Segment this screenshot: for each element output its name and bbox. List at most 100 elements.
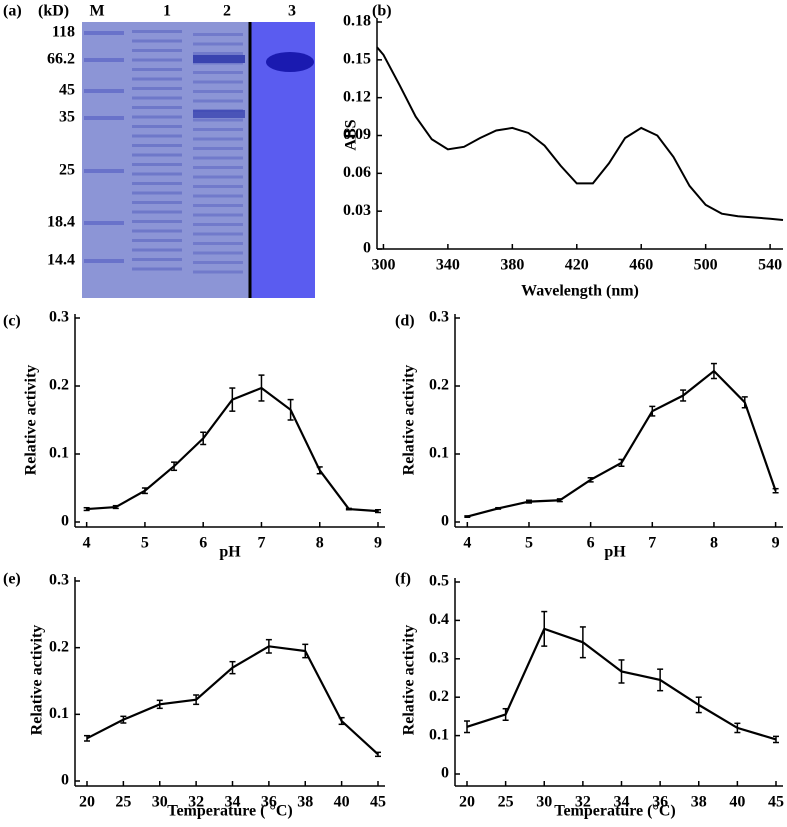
y-tick-label: 0.2 (429, 688, 449, 705)
gel-band (132, 163, 182, 166)
gel-band (132, 115, 182, 119)
gel-band (193, 52, 243, 55)
gel-band (132, 172, 182, 176)
y-tick-label: 0.1 (429, 726, 449, 743)
x-tick-label: 5 (141, 535, 149, 552)
y-tick-label: 0 (441, 765, 449, 782)
x-tick-label: 38 (691, 794, 707, 811)
y-axis-label: Relative activity (401, 625, 418, 736)
x-tick-label: 380 (500, 257, 524, 274)
panel-label: (e) (3, 571, 21, 588)
x-tick-label: 36 (261, 794, 277, 811)
marker-band (84, 169, 124, 173)
x-tick-label: 45 (370, 794, 386, 811)
gel-band (193, 223, 243, 226)
marker-label: 14.4 (47, 252, 75, 269)
panel-label: (d) (395, 313, 415, 330)
x-tick-label: 420 (565, 257, 589, 274)
x-tick-label: 34 (614, 794, 630, 811)
marker-label: 18.4 (47, 214, 75, 231)
x-tick-label: 7 (257, 535, 265, 552)
error-bar (680, 389, 687, 402)
gel-band (193, 185, 243, 188)
y-axis-label: Relative activity (29, 625, 46, 736)
gel-band (193, 42, 243, 46)
error-bar (229, 660, 236, 675)
gel-band (193, 261, 243, 264)
gel-band (193, 270, 243, 274)
x-tick-label: 30 (152, 794, 168, 811)
marker-label: 66.2 (47, 51, 75, 68)
error-bar (302, 643, 309, 659)
error-bar (741, 396, 748, 409)
error-bar (464, 720, 470, 734)
gel-band (132, 258, 182, 261)
y-tick-label: 0.3 (49, 309, 69, 326)
x-tick-label: 36 (652, 794, 668, 811)
panel-label: (f) (395, 571, 411, 588)
error-bar (112, 504, 119, 510)
unit-label: (kD) (38, 3, 69, 20)
error-bar (495, 506, 502, 510)
lane-label: 1 (163, 3, 171, 20)
x-tick-label: 8 (316, 535, 324, 552)
gel-band (193, 204, 243, 207)
y-tick-label: 0.06 (343, 164, 371, 181)
y-axis-label: ABS (343, 119, 360, 150)
x-tick-label: 540 (758, 257, 782, 274)
y-tick-label: 0 (441, 513, 449, 530)
lane-label: M (89, 3, 104, 20)
lane-label: 2 (223, 3, 231, 20)
error-bar (258, 374, 265, 402)
gel-band (132, 68, 182, 71)
x-tick-label: 8 (710, 535, 718, 552)
y-tick-label: 0.18 (343, 13, 371, 30)
spectrum-line (376, 46, 784, 221)
error-bar (710, 362, 717, 380)
gel-band (132, 220, 182, 223)
gel-band (132, 49, 182, 52)
x-tick-label: 20 (79, 794, 95, 811)
y-tick-label: 0 (61, 513, 69, 530)
gel-band (132, 239, 182, 242)
error-bar (229, 387, 236, 412)
y-tick-label: 0.15 (343, 51, 371, 68)
y-tick-label: 0.4 (429, 611, 449, 628)
gel-band (193, 156, 243, 160)
error-bar (84, 734, 90, 742)
x-tick-label: 40 (334, 794, 350, 811)
gel-band (193, 110, 245, 118)
y-tick-label: 0 (363, 240, 371, 257)
gel-band (193, 166, 243, 169)
marker-band (84, 221, 124, 225)
gel-band (132, 30, 182, 33)
panel-label: (c) (3, 313, 21, 330)
panel-label: (a) (3, 3, 22, 20)
gel-band (193, 232, 243, 236)
gel-band (132, 144, 182, 147)
gel-bands (84, 30, 314, 274)
y-tick-label: 0.3 (49, 572, 69, 589)
error-bar (345, 507, 352, 511)
error-bar (525, 499, 532, 504)
y-axis-label: Relative activity (23, 365, 40, 476)
gel-band (193, 175, 243, 179)
x-axis-label: Temperature (°C) (554, 803, 675, 820)
gel-band (132, 267, 182, 271)
error-bar (657, 668, 664, 692)
x-axis-label: pH (604, 544, 626, 561)
gel-band (132, 201, 182, 204)
y-tick-label: 0.1 (49, 445, 69, 462)
gel-band (132, 182, 182, 185)
lane-label: 3 (288, 3, 296, 20)
gel-band (132, 229, 182, 233)
marker-label: 25 (59, 162, 75, 179)
x-axis-label: Wavelength (nm) (521, 283, 639, 300)
gel-band (193, 137, 243, 141)
x-tick-label: 5 (525, 535, 533, 552)
error-bar (193, 694, 200, 706)
x-axis-label: Temperature ( °C) (167, 803, 292, 820)
x-tick-label: 9 (772, 535, 780, 552)
x-tick-label: 500 (694, 257, 718, 274)
y-tick-label: 0.5 (429, 573, 449, 590)
